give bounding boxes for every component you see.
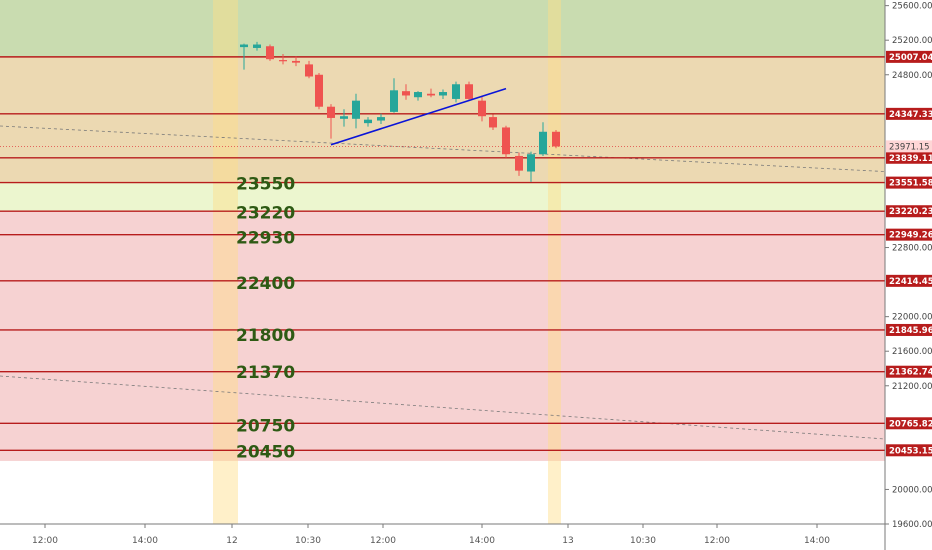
candle-body-20 [489,117,497,128]
zone-band-3 [0,211,885,461]
time-tick-label-9: 14:00 [804,536,830,546]
level-price-tag-0: 25007.04 [889,53,932,63]
level-price-tag-bg-8 [886,365,932,378]
session-highlight-band-1 [548,0,561,524]
zone-label-22400: 22400 [236,274,295,294]
price-tick-label-1: 25200.00 [892,36,932,46]
price-tick-label-7: 20000.00 [892,485,932,495]
level-price-tag-bg-7 [886,323,932,336]
level-price-tag-6: 22414.45 [889,277,932,287]
time-axis[interactable]: 12:00 14:00 12 10:30 12:00 14:00 13 10:30 12:00 1… [0,523,885,546]
price-tick-label-8: 19600.00 [892,520,932,530]
time-tick-label-7: 10:30 [630,536,656,546]
level-price-tag-8: 21362.74 [889,368,932,378]
zone-label-20450: 20450 [236,443,295,463]
time-tick-label-5: 14:00 [469,536,495,546]
time-tick-label-0: 12:00 [32,536,58,546]
candle-body-10 [364,119,372,124]
session-highlight-band-0 [213,0,238,524]
price-tick-label-5: 21600.00 [892,347,932,357]
level-price-tag-bg-2 [886,151,932,164]
level-price-tag-4: 23220.23 [889,207,932,217]
candle-body-16 [439,92,447,96]
zone-label-21370: 21370 [236,363,295,383]
candle-body-23 [527,154,535,172]
dashed-lines-layer [0,125,932,440]
time-tick-label-1: 14:00 [132,536,158,546]
level-price-tag-bg-5 [886,228,932,241]
zone-band-2 [0,182,885,212]
candle-body-25 [552,131,560,147]
candle-body-18 [465,84,473,99]
candle-body-22 [515,155,523,171]
time-tick-label-8: 12:00 [704,536,730,546]
time-tick-label-3: 10:30 [295,536,321,546]
candle-body-12 [390,90,398,112]
level-price-tag-bg-9 [886,417,932,430]
price-tick-label-4: 22000.00 [892,313,932,323]
blue-trendline [330,87,507,146]
trendline-layer [330,87,507,146]
level-price-tag-2: 23839.11 [889,154,932,164]
candle-body-11 [377,117,385,121]
level-price-tag-7: 21845.96 [889,326,932,336]
zone-label-20750: 20750 [236,417,295,437]
candle-body-14 [414,92,422,98]
zone-label-22930: 22930 [236,228,295,248]
price-tick-label-3: 22800.00 [892,244,932,254]
candle-body-7 [327,106,335,118]
candle-body-19 [478,100,486,117]
zone-label-23220: 23220 [236,203,295,223]
current-price-tag: 23971.15 [889,142,930,152]
candle-body-13 [402,91,410,96]
candle-body-4 [292,60,300,63]
support-resistance-levels [0,56,885,451]
zone-band-0 [0,0,885,57]
price-axis[interactable]: 25600.00 25200.00 24800.00 22800.00 22000.00… [884,0,932,550]
level-price-tag-1: 24347.33 [889,110,932,120]
level-price-tag-5: 22949.26 [889,231,932,241]
price-tick-label-0: 25600.00 [892,2,932,12]
level-price-tag-10: 20453.15 [889,446,932,456]
level-price-tag-9: 20765.82 [889,419,932,429]
price-tick-label-6: 21200.00 [892,382,932,392]
candle-body-3 [279,60,287,62]
current-price-tag-bg [886,140,932,153]
time-tick-label-6: 13 [562,536,573,546]
candle-body-8 [340,116,348,119]
level-price-tag-bg-0 [886,50,932,63]
level-price-tag-bg-1 [886,107,932,120]
candle-body-1 [253,44,261,48]
level-price-tag-bg-10 [886,444,932,457]
dashed-trend-line-lower [0,375,886,440]
candle-body-17 [452,84,460,99]
candle-body-5 [305,64,313,77]
price-tick-label-2: 24800.00 [892,71,932,81]
time-tick-label-4: 12:00 [370,536,396,546]
candle-body-9 [352,100,360,119]
zone-label-23550: 23550 [236,175,295,195]
level-price-tag-bg-6 [886,274,932,287]
level-price-tag-3: 23551.58 [889,179,932,189]
zone-label-21800: 21800 [236,326,295,346]
candle-body-2 [266,46,274,60]
highlight-bands-layer [213,0,561,524]
time-tick-label-2: 12 [226,536,237,546]
candle-body-6 [315,74,323,107]
candle-body-24 [539,131,547,155]
zones-layer [0,0,885,461]
candles-layer [240,41,560,182]
candle-body-0 [240,44,248,48]
zone-band-1 [0,56,885,183]
zone-labels-layer: 23550 23220 22930 22400 21800 21370 20750 20450 [236,175,295,463]
candle-body-21 [502,127,510,155]
candle-body-15 [427,93,435,96]
level-price-tag-bg-4 [886,205,932,218]
level-price-tag-bg-3 [886,176,932,189]
